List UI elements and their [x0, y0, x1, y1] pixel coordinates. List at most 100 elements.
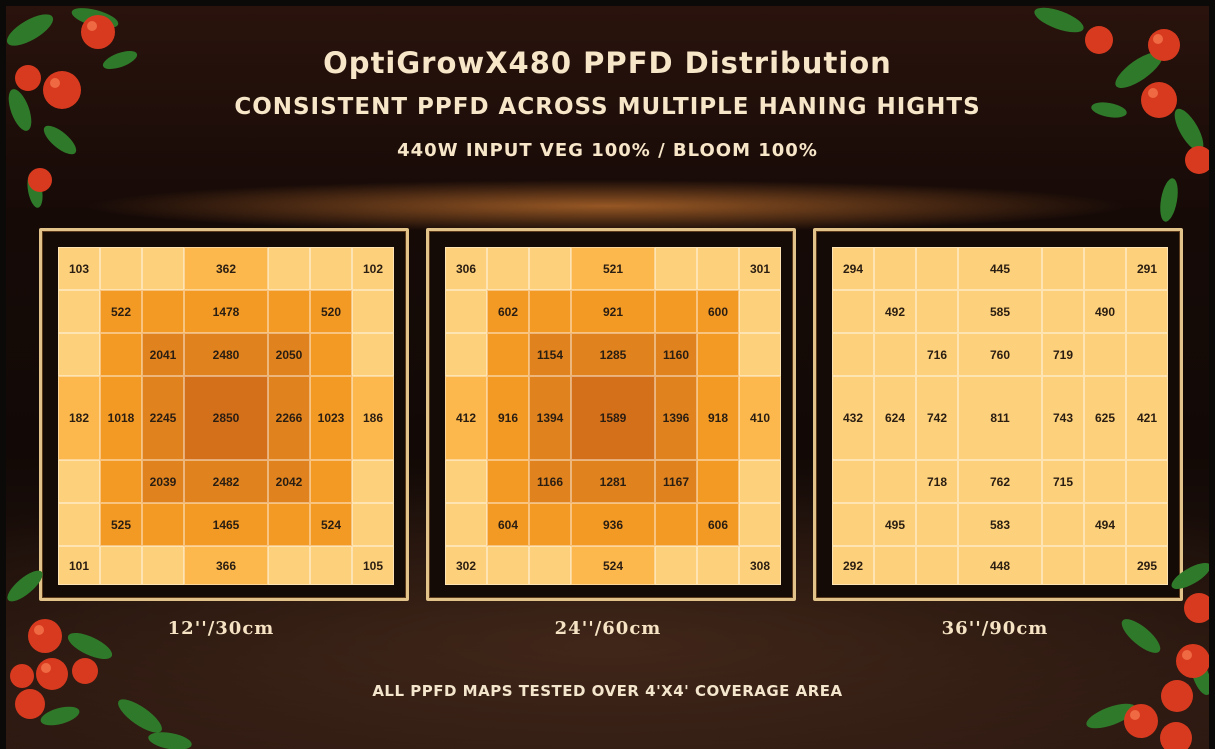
- ppfd-cell: 294: [832, 247, 874, 290]
- tomato-vine-bottom-right-icon: [1086, 563, 1209, 749]
- ppfd-cell: [832, 333, 874, 376]
- ppfd-value: 583: [989, 517, 1011, 532]
- ppfd-cell: 103: [58, 247, 100, 290]
- ppfd-value: 2482: [212, 474, 240, 489]
- height-label-12in: 12''/30cm: [167, 618, 275, 639]
- ppfd-cell: 742: [916, 376, 958, 460]
- ppfd-cell: [352, 503, 394, 546]
- ppfd-cell: 600: [697, 290, 739, 333]
- ppfd-value: 294: [842, 261, 864, 276]
- ppfd-value: 1160: [662, 347, 690, 362]
- ppfd-value: 1478: [212, 304, 240, 319]
- ppfd-cell: [268, 503, 310, 546]
- ppfd-cell: [1042, 546, 1084, 585]
- ppfd-cell: 1478: [184, 290, 268, 333]
- ppfd-cell: 182: [58, 376, 100, 460]
- ppfd-value: 2480: [212, 347, 240, 362]
- ppfd-cell: 1018: [100, 376, 142, 460]
- ppfd-cell: [529, 546, 571, 585]
- ppfd-cell: [1126, 460, 1168, 503]
- ppfd-value: 186: [362, 411, 384, 425]
- ppfd-map-panel-12in: 103 362 102 522 1478 520 2041 2480 2050 182 1018 22…: [39, 228, 409, 601]
- ppfd-value: 811: [990, 411, 1010, 425]
- ppfd-cell: 301: [739, 247, 781, 290]
- ppfd-cell: [697, 247, 739, 290]
- ppfd-cell: [352, 333, 394, 376]
- ppfd-value: 624: [884, 411, 906, 425]
- height-label-36in: 36''/90cm: [941, 618, 1049, 639]
- ppfd-cell: 1285: [571, 333, 655, 376]
- ppfd-cell: [142, 247, 184, 290]
- ppfd-value: 1285: [599, 347, 627, 362]
- ppfd-cell: 445: [958, 247, 1042, 290]
- ppfd-value: 921: [602, 304, 624, 319]
- ppfd-value: 525: [110, 517, 132, 532]
- ppfd-cell: [1126, 290, 1168, 333]
- ppfd-cell: 811: [958, 376, 1042, 460]
- ppfd-cell: [445, 290, 487, 333]
- ppfd-cell: [445, 460, 487, 503]
- ppfd-cell: 1167: [655, 460, 697, 503]
- ppfd-value: 301: [749, 261, 771, 276]
- ppfd-cell: [1084, 546, 1126, 585]
- ppfd-cell: 1166: [529, 460, 571, 503]
- ppfd-cell: [1084, 333, 1126, 376]
- ppfd-cell: 495: [874, 503, 916, 546]
- ppfd-value: 448: [989, 558, 1011, 573]
- ppfd-cell: 1465: [184, 503, 268, 546]
- tomato-vine-bottom-left-icon: [7, 570, 192, 749]
- page-title: OptiGrowX480 PPFD Distribution: [323, 46, 892, 80]
- ppfd-cell: [874, 546, 916, 585]
- ppfd-cell: 1396: [655, 376, 697, 460]
- ppfd-cell: [1084, 460, 1126, 503]
- ppfd-cell: [58, 460, 100, 503]
- ppfd-value: 1465: [212, 517, 240, 532]
- ppfd-value: 520: [320, 304, 342, 319]
- power-spec: 440W INPUT VEG 100% / BLOOM 100%: [397, 140, 818, 161]
- ppfd-value: 916: [497, 411, 519, 425]
- ppfd-cell: [100, 333, 142, 376]
- ppfd-value: 2039: [149, 474, 177, 489]
- ppfd-cell: 2245: [142, 376, 184, 460]
- ppfd-cell: [487, 546, 529, 585]
- ppfd-cell: [100, 546, 142, 585]
- ppfd-cell: 1281: [571, 460, 655, 503]
- ppfd-infographic: OptiGrowX480 PPFD Distribution CONSISTEN…: [6, 6, 1209, 749]
- ppfd-cell: 719: [1042, 333, 1084, 376]
- ppfd-cell: 102: [352, 247, 394, 290]
- ppfd-cell: [142, 503, 184, 546]
- ppfd-value: 1394: [536, 411, 564, 425]
- ppfd-value: 432: [842, 411, 864, 425]
- ppfd-value: 490: [1094, 304, 1116, 319]
- ppfd-value: 762: [989, 474, 1011, 489]
- ppfd-cell: [487, 460, 529, 503]
- ppfd-cell: [655, 546, 697, 585]
- ppfd-value: 1154: [536, 347, 564, 362]
- ppfd-cell: [697, 546, 739, 585]
- ppfd-cell: 295: [1126, 546, 1168, 585]
- ppfd-grid-24in: 306 521 301 602 921 600 1154 1285 1160 412 916 1394…: [445, 247, 781, 585]
- ppfd-cell: 2266: [268, 376, 310, 460]
- ppfd-value: 292: [842, 558, 864, 573]
- ppfd-cell: 524: [310, 503, 352, 546]
- ppfd-cell: [58, 503, 100, 546]
- ppfd-cell: [445, 503, 487, 546]
- ppfd-cell: 2041: [142, 333, 184, 376]
- ppfd-cell: [142, 546, 184, 585]
- ppfd-value: 602: [497, 304, 519, 319]
- ppfd-cell: 101: [58, 546, 100, 585]
- ppfd-cell: 432: [832, 376, 874, 460]
- ppfd-value: 182: [68, 411, 90, 425]
- ppfd-cell: 585: [958, 290, 1042, 333]
- coverage-note: ALL PPFD MAPS TESTED OVER 4'X4' COVERAGE…: [372, 682, 843, 700]
- ppfd-cell: 2050: [268, 333, 310, 376]
- ppfd-value: 291: [1136, 261, 1158, 276]
- ppfd-cell: [487, 333, 529, 376]
- ppfd-cell: [268, 546, 310, 585]
- ppfd-cell: [697, 333, 739, 376]
- ppfd-value: 102: [362, 261, 384, 276]
- ppfd-cell: 308: [739, 546, 781, 585]
- ppfd-value: 522: [110, 304, 132, 319]
- ppfd-cell: 524: [571, 546, 655, 585]
- ppfd-value: 1166: [536, 474, 564, 489]
